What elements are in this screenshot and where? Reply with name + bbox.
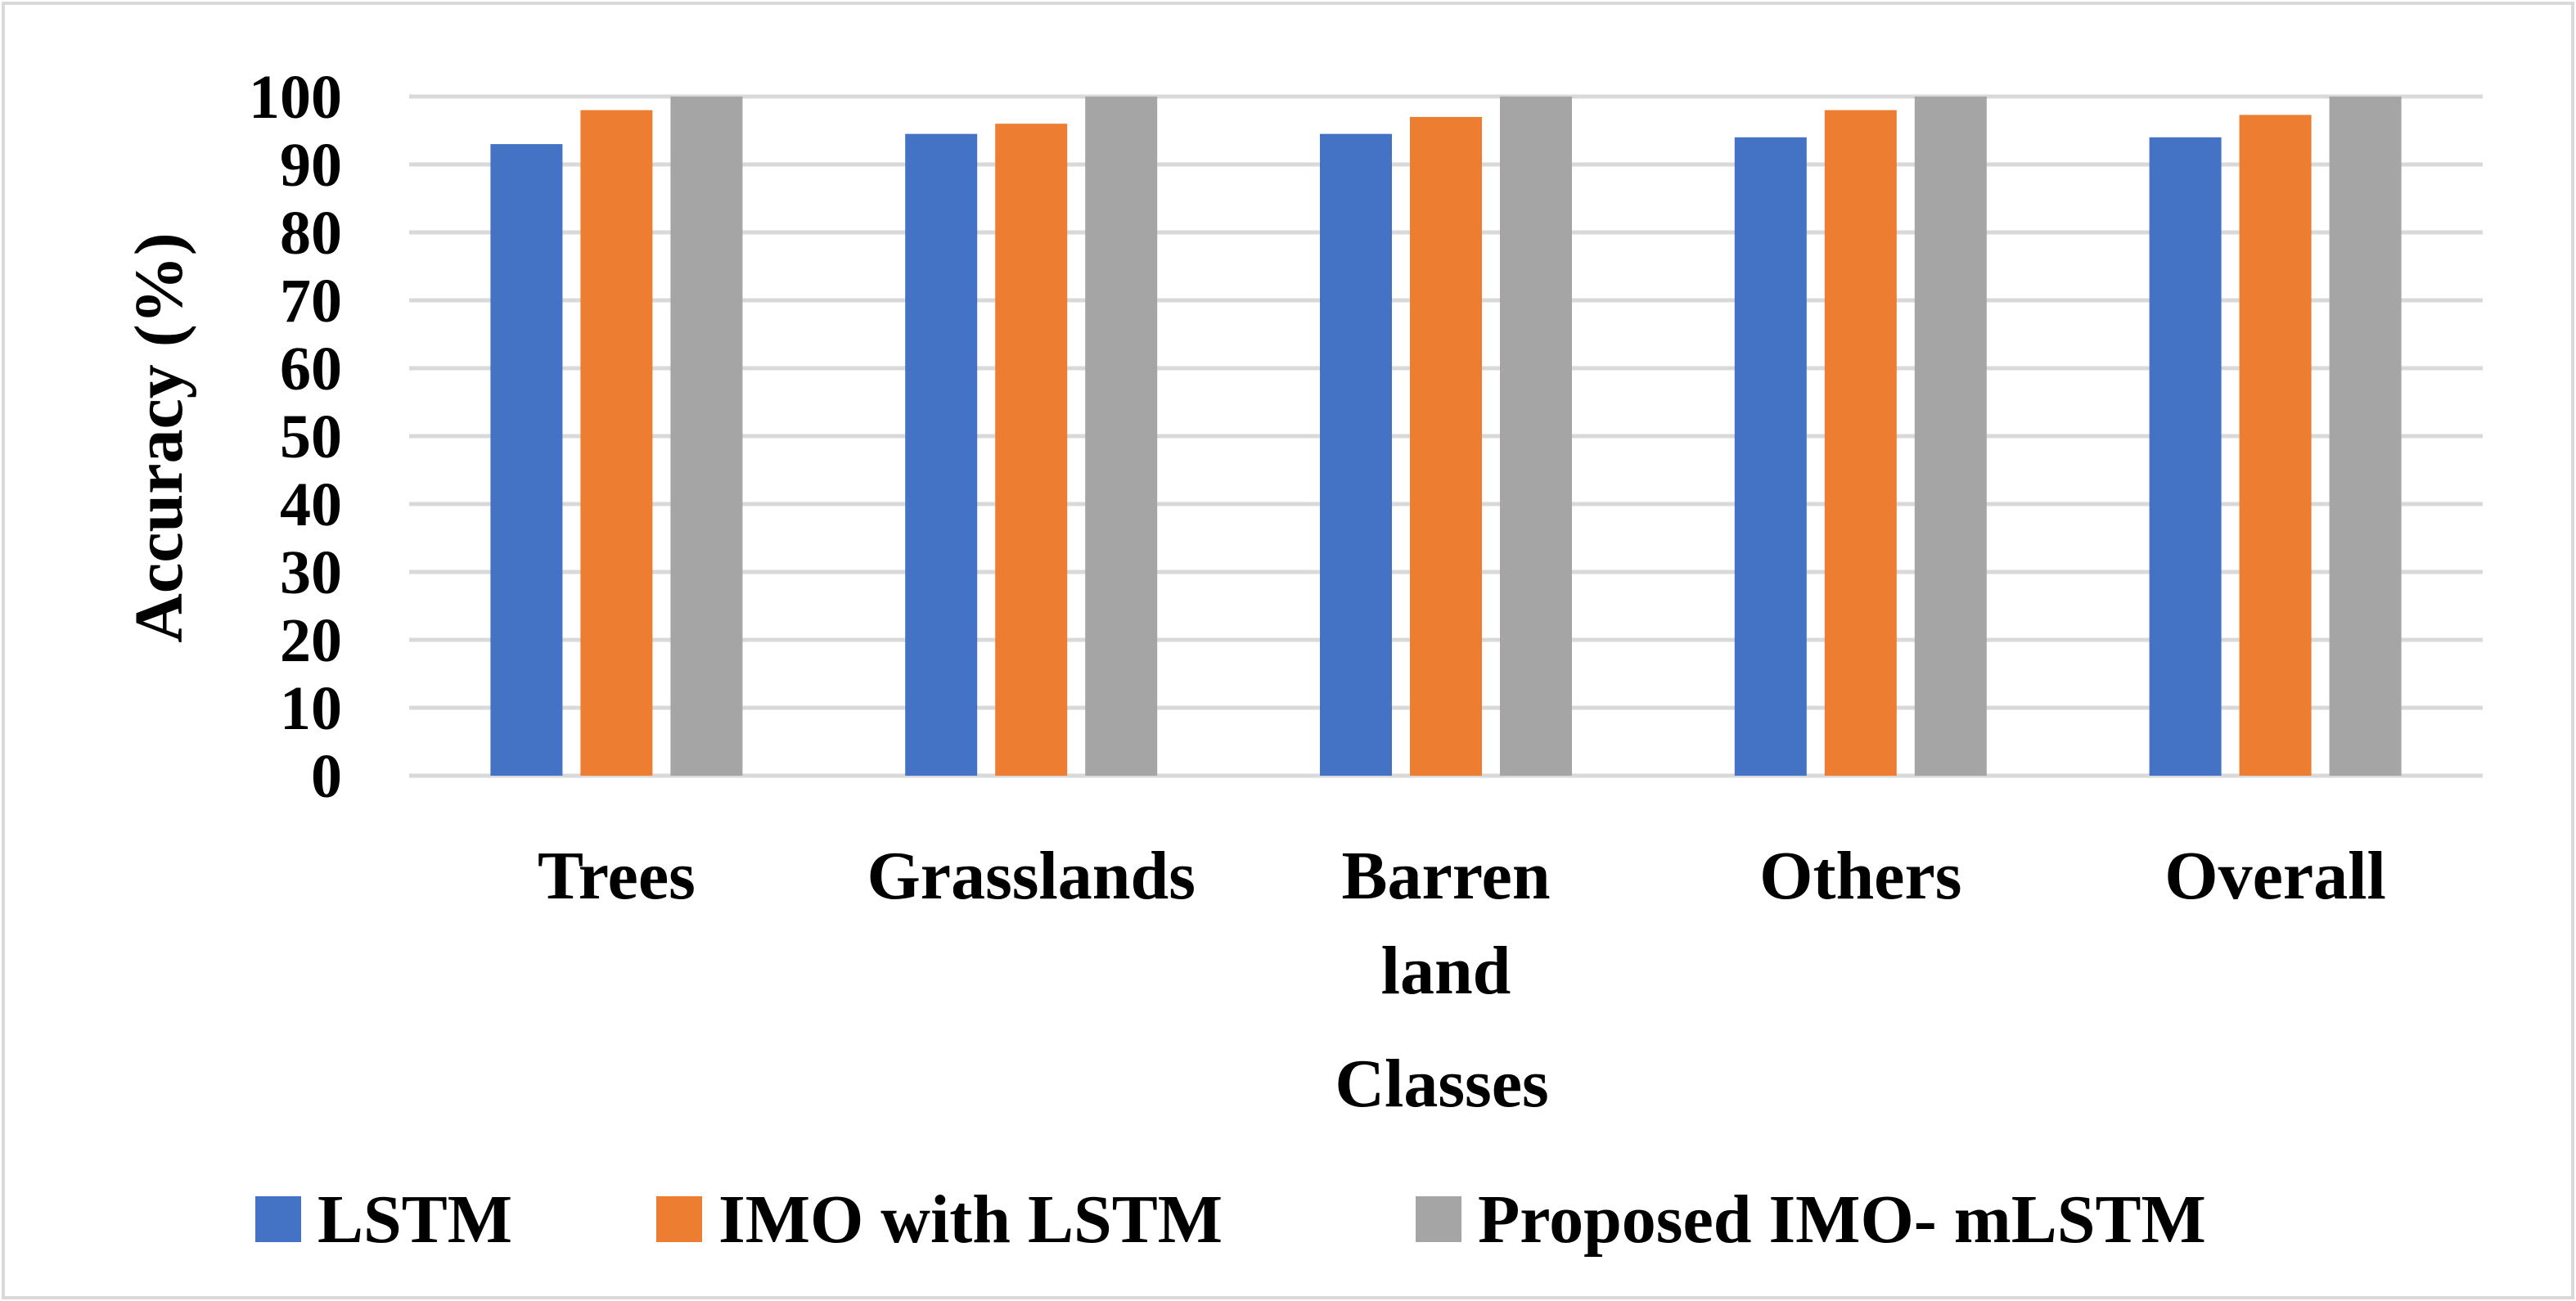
y-tick-label: 60 — [280, 335, 342, 403]
bar-proposed-imo-mlstm-2 — [1500, 97, 1572, 776]
bar-imo-with-lstm-4 — [2239, 115, 2312, 776]
legend-swatch — [1416, 1196, 1461, 1242]
bar-lstm-4 — [2149, 137, 2222, 777]
bar-imo-with-lstm-2 — [1410, 116, 1482, 776]
x-tick-label: Barren — [1341, 838, 1550, 914]
legend-label: Proposed IMO- mLSTM — [1478, 1182, 2206, 1258]
bar-proposed-imo-mlstm-0 — [670, 97, 743, 776]
legend-label: IMO with LSTM — [718, 1182, 1223, 1258]
bar-proposed-imo-mlstm-4 — [2329, 97, 2402, 776]
bar-proposed-imo-mlstm-3 — [1914, 97, 1987, 776]
bar-imo-with-lstm-1 — [995, 124, 1068, 776]
bar-lstm-2 — [1320, 133, 1392, 776]
bar-imo-with-lstm-3 — [1824, 110, 1897, 777]
y-tick-label: 70 — [280, 267, 342, 335]
y-tick-label: 40 — [280, 470, 342, 539]
y-tick-label: 10 — [280, 674, 342, 743]
bar-lstm-0 — [490, 144, 563, 777]
y-tick-label: 50 — [280, 403, 342, 471]
bar-lstm-3 — [1734, 137, 1807, 777]
legend: LSTM IMO with LSTM Proposed IMO- mLSTM — [255, 1182, 2206, 1258]
x-tick-label: Trees — [538, 838, 696, 914]
y-tick-label: 30 — [280, 538, 342, 607]
legend-swatch — [255, 1196, 301, 1242]
y-tick-label: 80 — [280, 199, 342, 268]
x-tick-label: land — [1381, 933, 1511, 1009]
bars — [490, 97, 2402, 777]
x-axis-ticks: Trees Grasslands Barren land Others Overall — [538, 838, 2386, 1009]
legend-label: LSTM — [317, 1182, 512, 1258]
x-tick-label: Overall — [2164, 838, 2386, 914]
bar-proposed-imo-mlstm-1 — [1085, 97, 1158, 776]
bar-lstm-1 — [905, 133, 978, 776]
y-tick-label: 90 — [280, 131, 342, 200]
bar-imo-with-lstm-0 — [580, 110, 653, 777]
y-tick-label: 20 — [280, 606, 342, 675]
x-tick-label: Grasslands — [867, 838, 1195, 914]
x-tick-label: Others — [1759, 838, 1961, 914]
y-tick-label: 100 — [249, 63, 342, 132]
x-axis-label: Classes — [1335, 1046, 1548, 1122]
y-tick-label: 0 — [311, 742, 342, 811]
legend-swatch — [656, 1196, 702, 1242]
y-axis-label: Accuracy (%) — [121, 232, 197, 642]
